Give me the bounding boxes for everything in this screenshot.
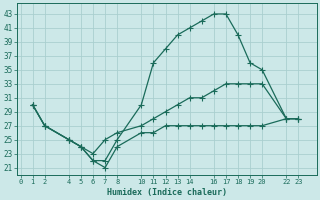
X-axis label: Humidex (Indice chaleur): Humidex (Indice chaleur) [107,188,227,197]
